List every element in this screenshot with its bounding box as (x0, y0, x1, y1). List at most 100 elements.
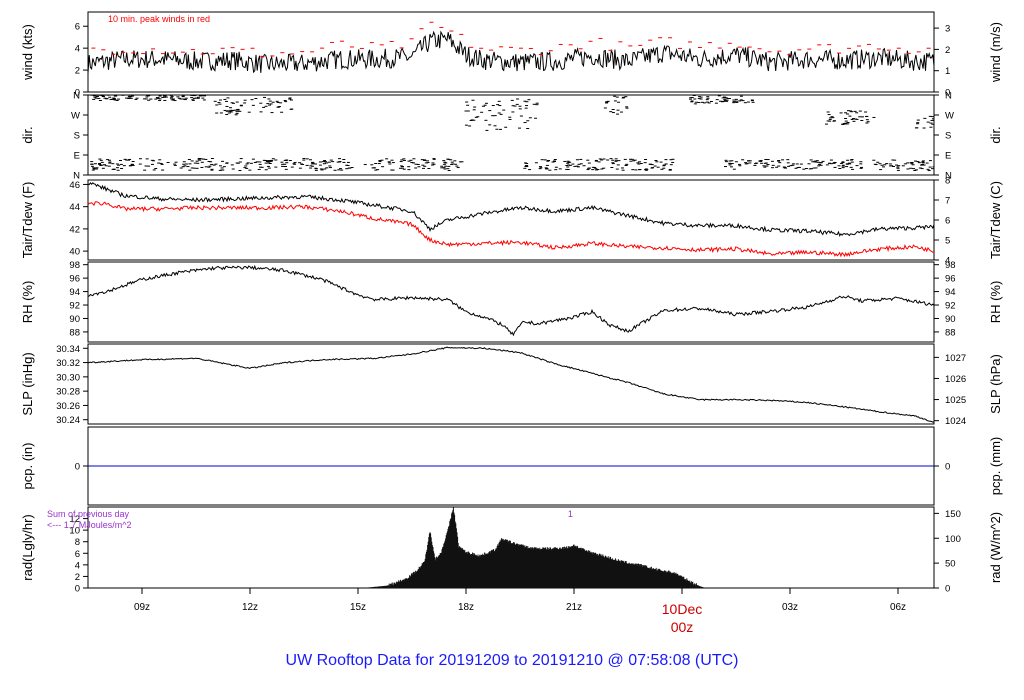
temp-right-tick-label: 5 (945, 236, 950, 247)
wind-ylabel-right: wind (m/s) (988, 22, 1003, 83)
wind-right-tick-label: 0 (945, 88, 950, 99)
slp-frame (87, 343, 935, 425)
rad-right-tick-label: 50 (945, 559, 956, 570)
dir-right-tick-label: W (945, 111, 954, 122)
rh-ylabel-right: RH (%) (988, 281, 1003, 324)
dir-series-direction (90, 95, 934, 172)
temp-left-tick-label: 46 (69, 180, 80, 191)
slp-right-tick-label: 1024 (945, 416, 966, 427)
temp-plot (88, 181, 934, 258)
wind-left-tick-label: 6 (75, 22, 80, 33)
wind-series-peak (91, 21, 931, 58)
x-tick-label: 12z (242, 602, 258, 613)
rh-right-tick-label: 96 (945, 274, 956, 285)
slp-right-tick-label: 1027 (945, 353, 966, 364)
rad-ylabel-left: rad(Lgly/hr) (20, 514, 35, 580)
rh-left-tick-label: 90 (69, 314, 80, 325)
rh-right-tick-label: 94 (945, 287, 956, 298)
dir-ylabel-right: dir. (988, 126, 1003, 143)
rad-series-radiation (368, 507, 705, 588)
slp-series-slp (88, 346, 934, 423)
rh-right-tick-label: 98 (945, 260, 956, 271)
pcp-left-tick-label: 0 (75, 462, 80, 473)
rh-plot (88, 264, 934, 337)
rad-left-tick-label: 4 (75, 560, 80, 571)
temp-ylabel-right: Tair/Tdew (C) (988, 181, 1003, 259)
rad-left-tick-label: 2 (75, 572, 80, 583)
slp-right-tick-label: 1025 (945, 395, 966, 406)
slp-left-tick-label: 30.32 (56, 358, 80, 369)
chart-title: UW Rooftop Data for 20191209 to 20191210… (286, 652, 739, 669)
panel-slp: SLP (inHg) SLP (hPa) 30.24 30.26 30.28 30.30 3… (20, 343, 1003, 427)
temp-left-tick-label: 40 (69, 247, 80, 258)
dir-left-tick-label: S (74, 131, 80, 142)
dir-right-tick-label: N (945, 171, 952, 182)
wind-right-tick-label: 1 (945, 66, 950, 77)
rad-right-tick-label: 150 (945, 509, 961, 520)
x-tick-label: 18z (458, 602, 474, 613)
rh-right-tick-label: 92 (945, 301, 956, 312)
dir-right-tick-label: E (945, 151, 951, 162)
dir-plot (90, 95, 934, 172)
wind-right-tick-label: 2 (945, 45, 950, 56)
x-tick-label-date: 10Dec (662, 601, 702, 617)
dir-ylabel-left: dir. (20, 126, 35, 143)
dir-left-tick-label: N (73, 91, 80, 102)
panel-temp: Tair/Tdew (F) Tair/Tdew (C) 40 42 44 46 4 5 6 7 8 (20, 176, 1003, 267)
pcp-ylabel-right: pcp. (mm) (988, 437, 1003, 496)
rad-left-tick-label: 6 (75, 549, 80, 560)
rh-frame (87, 261, 935, 343)
rad-right-tick-label: 0 (945, 584, 950, 595)
temp-left-tick-label: 44 (69, 202, 80, 213)
slp-ylabel-left: SLP (inHg) (20, 352, 35, 415)
panel-pcp: pcp. (in) pcp. (mm) 0 0 (20, 426, 1003, 506)
temp-series-tair (88, 181, 934, 237)
dir-frame (87, 94, 935, 176)
temp-right-tick-label: 7 (945, 196, 950, 207)
wind-series-wind-speed (88, 30, 934, 74)
temp-ylabel-left: Tair/Tdew (F) (20, 182, 35, 259)
slp-left-tick-label: 30.26 (56, 401, 80, 412)
rh-left-tick-label: 92 (69, 301, 80, 312)
rad-left-tick-label: 0 (75, 584, 80, 595)
dir-right-tick-label: S (945, 131, 951, 142)
x-axis: 09z 12z 15z 18z 21z 10Dec 00z 03z 06z (134, 588, 906, 635)
rad-ylabel-right: rad (W/m^2) (988, 512, 1003, 583)
x-tick-label: 03z (782, 602, 798, 613)
wind-left-tick-label: 4 (75, 44, 80, 55)
rad-right-tick-label: 100 (945, 534, 961, 545)
dir-left-tick-label: N (73, 171, 80, 182)
rad-left-tick-label: 12 (69, 514, 80, 525)
rh-left-tick-label: 96 (69, 274, 80, 285)
slp-left-tick-label: 30.24 (56, 415, 80, 426)
rad-annotation-1: Sum of previous day (47, 509, 130, 519)
wind-plot (88, 21, 934, 74)
x-tick-label: 00z (671, 619, 694, 635)
slp-ylabel-right: SLP (hPa) (988, 354, 1003, 414)
wind-right-tick-label: 3 (945, 24, 950, 35)
rh-left-tick-label: 94 (69, 287, 80, 298)
rad-annotation-2: <--- 1.7 MJoules/m^2 (47, 520, 132, 530)
panel-rad: rad(Lgly/hr) rad (W/m^2)02468101205010015… (20, 506, 1003, 595)
temp-series-tdew (88, 201, 934, 258)
rh-series-rh (88, 264, 934, 337)
wind-ylabel-left: wind (kts) (20, 24, 35, 81)
temp-right-tick-label: 8 (945, 176, 950, 187)
rh-right-tick-label: 88 (945, 327, 956, 338)
pcp-right-tick-label: 0 (945, 462, 950, 473)
temp-right-tick-label: 6 (945, 216, 950, 227)
slp-left-tick-label: 30.34 (56, 344, 80, 355)
pcp-ylabel-left: pcp. (in) (20, 443, 35, 490)
dir-right-tick-label: N (945, 91, 952, 102)
slp-left-tick-label: 30.28 (56, 387, 80, 398)
rh-ylabel-left: RH (%) (20, 281, 35, 324)
x-tick-label: 09z (134, 602, 150, 613)
x-tick-label: 15z (350, 602, 366, 613)
wind-annotation: 10 min. peak winds in red (108, 14, 210, 24)
rh-left-tick-label: 88 (69, 327, 80, 338)
temp-right-tick-label: 4 (945, 256, 950, 267)
panel-wind: wind (kts) wind (m/s) 0 2 4 6 0 1 2 3 10 min. peak… (20, 11, 1003, 99)
